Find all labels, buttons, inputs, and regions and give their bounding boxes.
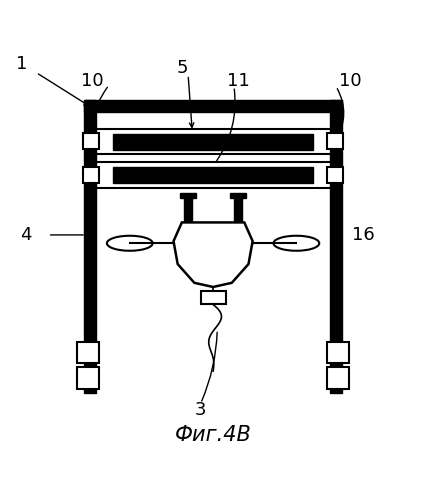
Polygon shape	[173, 223, 253, 287]
Text: 3: 3	[195, 401, 206, 419]
Bar	[330, 100, 342, 393]
Bar	[327, 167, 343, 183]
Text: 16: 16	[352, 226, 374, 244]
Bar	[84, 100, 97, 393]
Bar	[180, 193, 196, 198]
Bar	[327, 133, 343, 149]
Bar	[113, 167, 313, 183]
Bar	[113, 134, 313, 150]
Bar	[327, 367, 349, 389]
Bar	[77, 341, 99, 363]
Bar	[77, 367, 99, 389]
Bar	[230, 193, 246, 198]
Bar	[327, 341, 349, 363]
Text: 11: 11	[227, 72, 249, 90]
Text: 5: 5	[176, 59, 188, 77]
Bar	[83, 167, 99, 183]
Text: 10: 10	[339, 72, 362, 90]
Bar	[184, 196, 192, 223]
Bar	[83, 133, 99, 149]
Text: 10: 10	[81, 72, 104, 90]
Bar	[84, 100, 342, 112]
Text: 1: 1	[16, 55, 27, 73]
Bar	[234, 196, 242, 223]
Text: 4: 4	[20, 226, 31, 244]
Text: Фиг.4В: Фиг.4В	[175, 425, 252, 445]
Bar	[200, 291, 226, 304]
